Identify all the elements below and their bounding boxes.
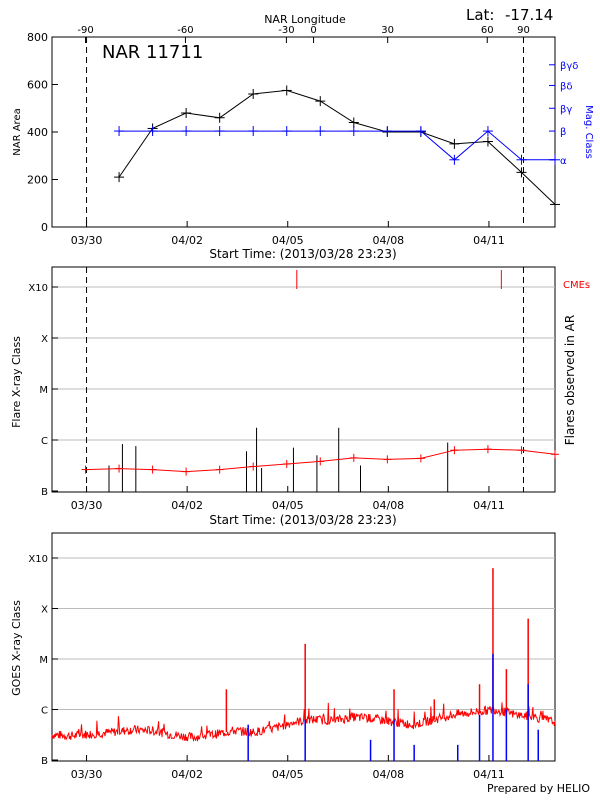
panel2-xtick-label: 04/05: [272, 499, 304, 512]
panel1-class-label: βγδ: [560, 61, 578, 72]
panel2-ylabel: Flare X-ray Class: [10, 336, 23, 428]
panel1-xtick-label: 04/08: [372, 234, 404, 247]
panel3-xtick-label: 03/30: [71, 768, 103, 781]
panel1-ytick-label: 800: [27, 31, 48, 44]
panel1-xtick-label: 04/02: [171, 234, 203, 247]
footer-credit: Prepared by HELIO: [487, 782, 590, 795]
panel1-xtick-label: 04/11: [473, 234, 505, 247]
panel2-xtick-label: 04/08: [372, 499, 404, 512]
panel1-frame: [51, 36, 556, 228]
panel1-class-label: βδ: [560, 81, 573, 92]
panel3-xtick-label: 04/02: [171, 768, 203, 781]
panel3-xtick-label: 04/05: [272, 768, 304, 781]
panel1-ytick-label: 400: [27, 126, 48, 139]
panel1-toptick-label: 90: [517, 25, 530, 36]
panel1-xtick-label: 04/05: [272, 234, 304, 247]
panel2-ylabel-right: Flares observed in AR: [563, 315, 577, 445]
panel1-toptick-label: 30: [381, 25, 394, 36]
panel1-toptick-label: -90: [77, 25, 93, 36]
panel2-ytick-label: X10: [28, 283, 48, 294]
lat-value: -17.14: [505, 6, 553, 24]
panel1-toptick-label: 0: [310, 25, 316, 36]
panel1-ylabel: NAR Area: [12, 108, 23, 155]
panel1-ytick-label: 600: [27, 79, 48, 92]
top-axis-label: NAR Longitude: [264, 13, 346, 26]
nar-area-line: [118, 89, 556, 205]
panel1-ytick-label: 0: [41, 221, 48, 234]
panel2-xlabel: Start Time: (2013/03/28 23:23): [209, 513, 396, 527]
goes-long-channel: [51, 702, 556, 743]
panel2-xtick-label: 04/02: [171, 499, 203, 512]
panel2-ytick-label: X: [41, 334, 48, 345]
panel2-frame: [51, 266, 556, 493]
panel3-ytick-label: M: [39, 655, 48, 666]
panel3-ytick-label: B: [41, 756, 48, 767]
panel2-ytick-label: M: [39, 385, 48, 396]
panel2-ytick-label: B: [41, 487, 48, 498]
lat-label: Lat:: [466, 6, 494, 24]
panel2-ytick-label: C: [41, 436, 48, 447]
panel3-xtick-label: 04/11: [473, 768, 505, 781]
panel1-class-label: α: [560, 156, 567, 167]
panel1-ylabel-right: Mag. Class: [583, 105, 594, 159]
panel1-ytick-label: 200: [27, 174, 48, 187]
panel1-toptick-label: 60: [481, 25, 494, 36]
panel1-class-label: βγ: [560, 104, 572, 115]
panel3-ytick-label: X: [41, 605, 48, 616]
panel1-class-label: β: [560, 127, 566, 138]
panel2-xtick-label: 03/30: [71, 499, 103, 512]
panel1-toptick-label: -60: [177, 25, 193, 36]
panel3-ytick-label: C: [41, 706, 48, 717]
panel1-xlabel: Start Time: (2013/03/28 23:23): [209, 247, 396, 261]
panel3-ylabel: GOES X-ray Class: [10, 600, 23, 696]
mag-class-line: [119, 130, 555, 161]
panel2-xtick-label: 04/11: [473, 499, 505, 512]
panel3-frame: [51, 532, 556, 762]
panel3-ytick-label: X10: [28, 554, 48, 565]
panel3-xtick-label: 04/08: [372, 768, 404, 781]
panel1-toptick-label: -30: [278, 25, 294, 36]
panel1-title: NAR 11711: [102, 42, 203, 63]
cme-legend: CMEs: [563, 280, 590, 291]
panel1-xtick-label: 03/30: [71, 234, 103, 247]
